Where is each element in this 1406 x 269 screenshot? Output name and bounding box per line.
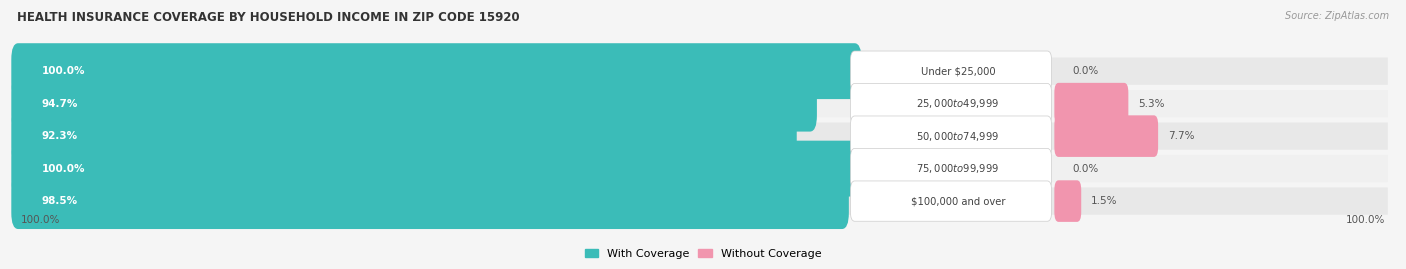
Text: 100.0%: 100.0% — [42, 66, 86, 76]
FancyBboxPatch shape — [11, 76, 817, 132]
Text: 0.0%: 0.0% — [1073, 66, 1098, 76]
Text: $50,000 to $74,999: $50,000 to $74,999 — [917, 130, 1000, 143]
FancyBboxPatch shape — [851, 83, 1052, 124]
FancyBboxPatch shape — [1054, 180, 1081, 222]
Text: 100.0%: 100.0% — [42, 164, 86, 174]
Text: 7.7%: 7.7% — [1168, 131, 1194, 141]
FancyBboxPatch shape — [11, 141, 862, 197]
Legend: With Coverage, Without Coverage: With Coverage, Without Coverage — [581, 244, 825, 263]
FancyBboxPatch shape — [1054, 115, 1159, 157]
Text: Under $25,000: Under $25,000 — [921, 66, 995, 76]
FancyBboxPatch shape — [851, 181, 1052, 221]
Text: 92.3%: 92.3% — [42, 131, 77, 141]
Text: 0.0%: 0.0% — [1073, 164, 1098, 174]
FancyBboxPatch shape — [851, 148, 1052, 189]
Text: $100,000 and over: $100,000 and over — [911, 196, 1005, 206]
FancyBboxPatch shape — [18, 122, 1388, 150]
Text: Source: ZipAtlas.com: Source: ZipAtlas.com — [1285, 11, 1389, 21]
Text: $25,000 to $49,999: $25,000 to $49,999 — [917, 97, 1000, 110]
FancyBboxPatch shape — [18, 155, 1388, 182]
FancyBboxPatch shape — [18, 90, 1388, 117]
FancyBboxPatch shape — [11, 43, 862, 99]
FancyBboxPatch shape — [11, 108, 797, 164]
FancyBboxPatch shape — [18, 187, 1388, 215]
Text: 100.0%: 100.0% — [21, 215, 60, 225]
FancyBboxPatch shape — [1054, 83, 1129, 125]
FancyBboxPatch shape — [851, 116, 1052, 156]
Text: 1.5%: 1.5% — [1091, 196, 1118, 206]
Text: $75,000 to $99,999: $75,000 to $99,999 — [917, 162, 1000, 175]
Text: HEALTH INSURANCE COVERAGE BY HOUSEHOLD INCOME IN ZIP CODE 15920: HEALTH INSURANCE COVERAGE BY HOUSEHOLD I… — [17, 11, 519, 24]
FancyBboxPatch shape — [18, 58, 1388, 85]
Text: 100.0%: 100.0% — [1346, 215, 1385, 225]
Text: 98.5%: 98.5% — [42, 196, 77, 206]
Text: 5.3%: 5.3% — [1137, 99, 1164, 109]
FancyBboxPatch shape — [851, 51, 1052, 91]
FancyBboxPatch shape — [11, 173, 849, 229]
Text: 94.7%: 94.7% — [42, 99, 77, 109]
